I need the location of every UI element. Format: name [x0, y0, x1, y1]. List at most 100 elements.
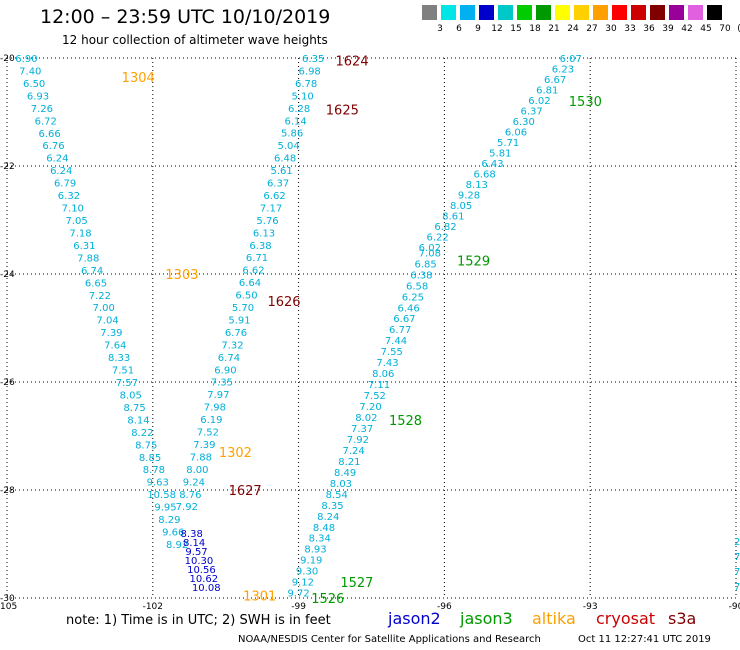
swh-value: 8.76 [179, 490, 201, 501]
swh-value: 6.14 [284, 116, 306, 127]
swh-value: 8.48 [313, 523, 335, 534]
pass-time-label: 1527 [340, 576, 373, 591]
swh-value: 6.85 [414, 259, 436, 270]
swh-value: 9.30 [296, 567, 318, 578]
swh-value: 6.62 [242, 266, 264, 277]
swh-value: 8.35 [321, 501, 343, 512]
swh-value: 7.39 [100, 328, 122, 339]
colorbar-label: 27 [586, 24, 598, 34]
swh-value: 7.39 [193, 440, 215, 451]
swh-value: 5.86 [281, 129, 303, 140]
swh-value: 6.38 [249, 241, 271, 252]
swh-value: 8.78 [143, 465, 165, 476]
swh-value: 10.56 [187, 565, 216, 576]
swh-value: 5.91 [228, 315, 250, 326]
swh-value: 7.92 [176, 502, 198, 513]
swh-value: 9.19 [300, 556, 322, 567]
swh-value: 6.74 [81, 266, 103, 277]
swh-value: 8.49 [334, 468, 356, 479]
swh-value: 6.46 [398, 303, 420, 314]
swh-value: 6.90 [15, 54, 37, 65]
pass-time-label: 1530 [569, 95, 602, 110]
colorbar-label: 3 [437, 24, 443, 34]
colorbar-label: (ft) [732, 24, 740, 34]
colorbar-swatch [555, 5, 571, 20]
satellite-legend-s3a: s3a [668, 609, 697, 628]
swh-value: 6.71 [246, 253, 268, 264]
swh-value: 7.44 [385, 336, 407, 347]
swh-value: 5.71 [497, 138, 519, 149]
swh-value: 8.34 [309, 534, 331, 545]
swh-value: 7.97 [207, 390, 229, 401]
swh-value: 6.65 [85, 278, 107, 289]
map-subtitle: 12 hour collection of altimeter wave hei… [62, 33, 328, 47]
colorbar-label: 18 [529, 24, 541, 34]
swh-value: 6.67 [544, 75, 566, 86]
swh-value: 8.22 [131, 428, 153, 439]
swh-value: 6.93 [27, 91, 49, 102]
swh-value: 9.28 [458, 191, 480, 202]
swh-value: 6.66 [38, 129, 60, 140]
swh-value: 6.37 [267, 179, 289, 190]
swh-value: 7.52 [197, 428, 219, 439]
swh-value: 7.51 [112, 366, 134, 377]
lat-tick-label: -30 [0, 594, 15, 604]
swh-value: 6.02 [528, 96, 550, 107]
swh-value: 8.06 [372, 369, 394, 380]
colorbar-label: 33 [624, 24, 636, 34]
edge-swh-value: 2 [734, 537, 740, 548]
pass-time-label: 1303 [165, 268, 198, 283]
swh-value: 6.22 [427, 233, 449, 244]
swh-value: 8.29 [158, 515, 180, 526]
colorbar-swatch [593, 5, 609, 20]
colorbar-swatch [536, 5, 552, 20]
swh-value: 8.05 [450, 201, 472, 212]
colorbar-label: 70 [719, 24, 731, 34]
credit-line: NOAA/NESDIS Center for Satellite Applica… [238, 634, 541, 645]
colorbar-label: 21 [548, 24, 560, 34]
swh-value: 7.55 [381, 347, 403, 358]
swh-value: 10.58 [147, 490, 176, 501]
colorbar-label: 42 [681, 24, 693, 34]
swh-value: 6.50 [235, 291, 257, 302]
colorbar-swatch [631, 5, 647, 20]
swh-value: 10.08 [192, 583, 221, 594]
colorbar-swatch [517, 5, 533, 20]
swh-value: 6.25 [402, 292, 424, 303]
edge-swh-value: 7 [734, 567, 740, 578]
swh-value: 6.58 [406, 281, 428, 292]
pass-time-label: 1301 [243, 589, 276, 604]
swh-value: 8.38 [181, 529, 203, 540]
swh-value: 6.02 [419, 243, 441, 254]
swh-value: 7.10 [62, 204, 84, 215]
colorbar-label: 24 [567, 24, 579, 34]
swh-value: 5.76 [256, 216, 278, 227]
colorbar-swatch [650, 5, 666, 20]
swh-value: 8.03 [330, 479, 352, 490]
map-title: 12:00 – 23:59 UTC 10/10/2019 [40, 6, 331, 28]
swh-value: 7.00 [93, 303, 115, 314]
swh-value: 6.62 [263, 191, 285, 202]
colorbar-label: 30 [605, 24, 617, 34]
swh-value: 7.88 [190, 452, 212, 463]
pass-time-label: 1625 [326, 103, 359, 118]
pass-time-label: 1526 [311, 592, 344, 607]
swh-value: 5.10 [292, 91, 314, 102]
lat-tick-label: -28 [0, 486, 15, 496]
colorbar-swatch [479, 5, 495, 20]
colorbar-swatch [612, 5, 628, 20]
colorbar-swatch [669, 5, 685, 20]
swh-value: 6.76 [225, 328, 247, 339]
pass-time-label: 1304 [122, 71, 155, 86]
swh-value: 5.61 [270, 166, 292, 177]
swh-value: 6.07 [560, 54, 582, 65]
swh-value: 7.35 [211, 378, 233, 389]
swh-value: 9.66 [162, 528, 184, 539]
lon-tick-label: -96 [437, 602, 452, 612]
lat-tick-label: -22 [0, 162, 15, 172]
swh-value: 6.82 [434, 222, 456, 233]
swh-value: 6.76 [42, 141, 64, 152]
swh-value: 9.24 [183, 477, 205, 488]
swh-value: 7.88 [77, 253, 99, 264]
